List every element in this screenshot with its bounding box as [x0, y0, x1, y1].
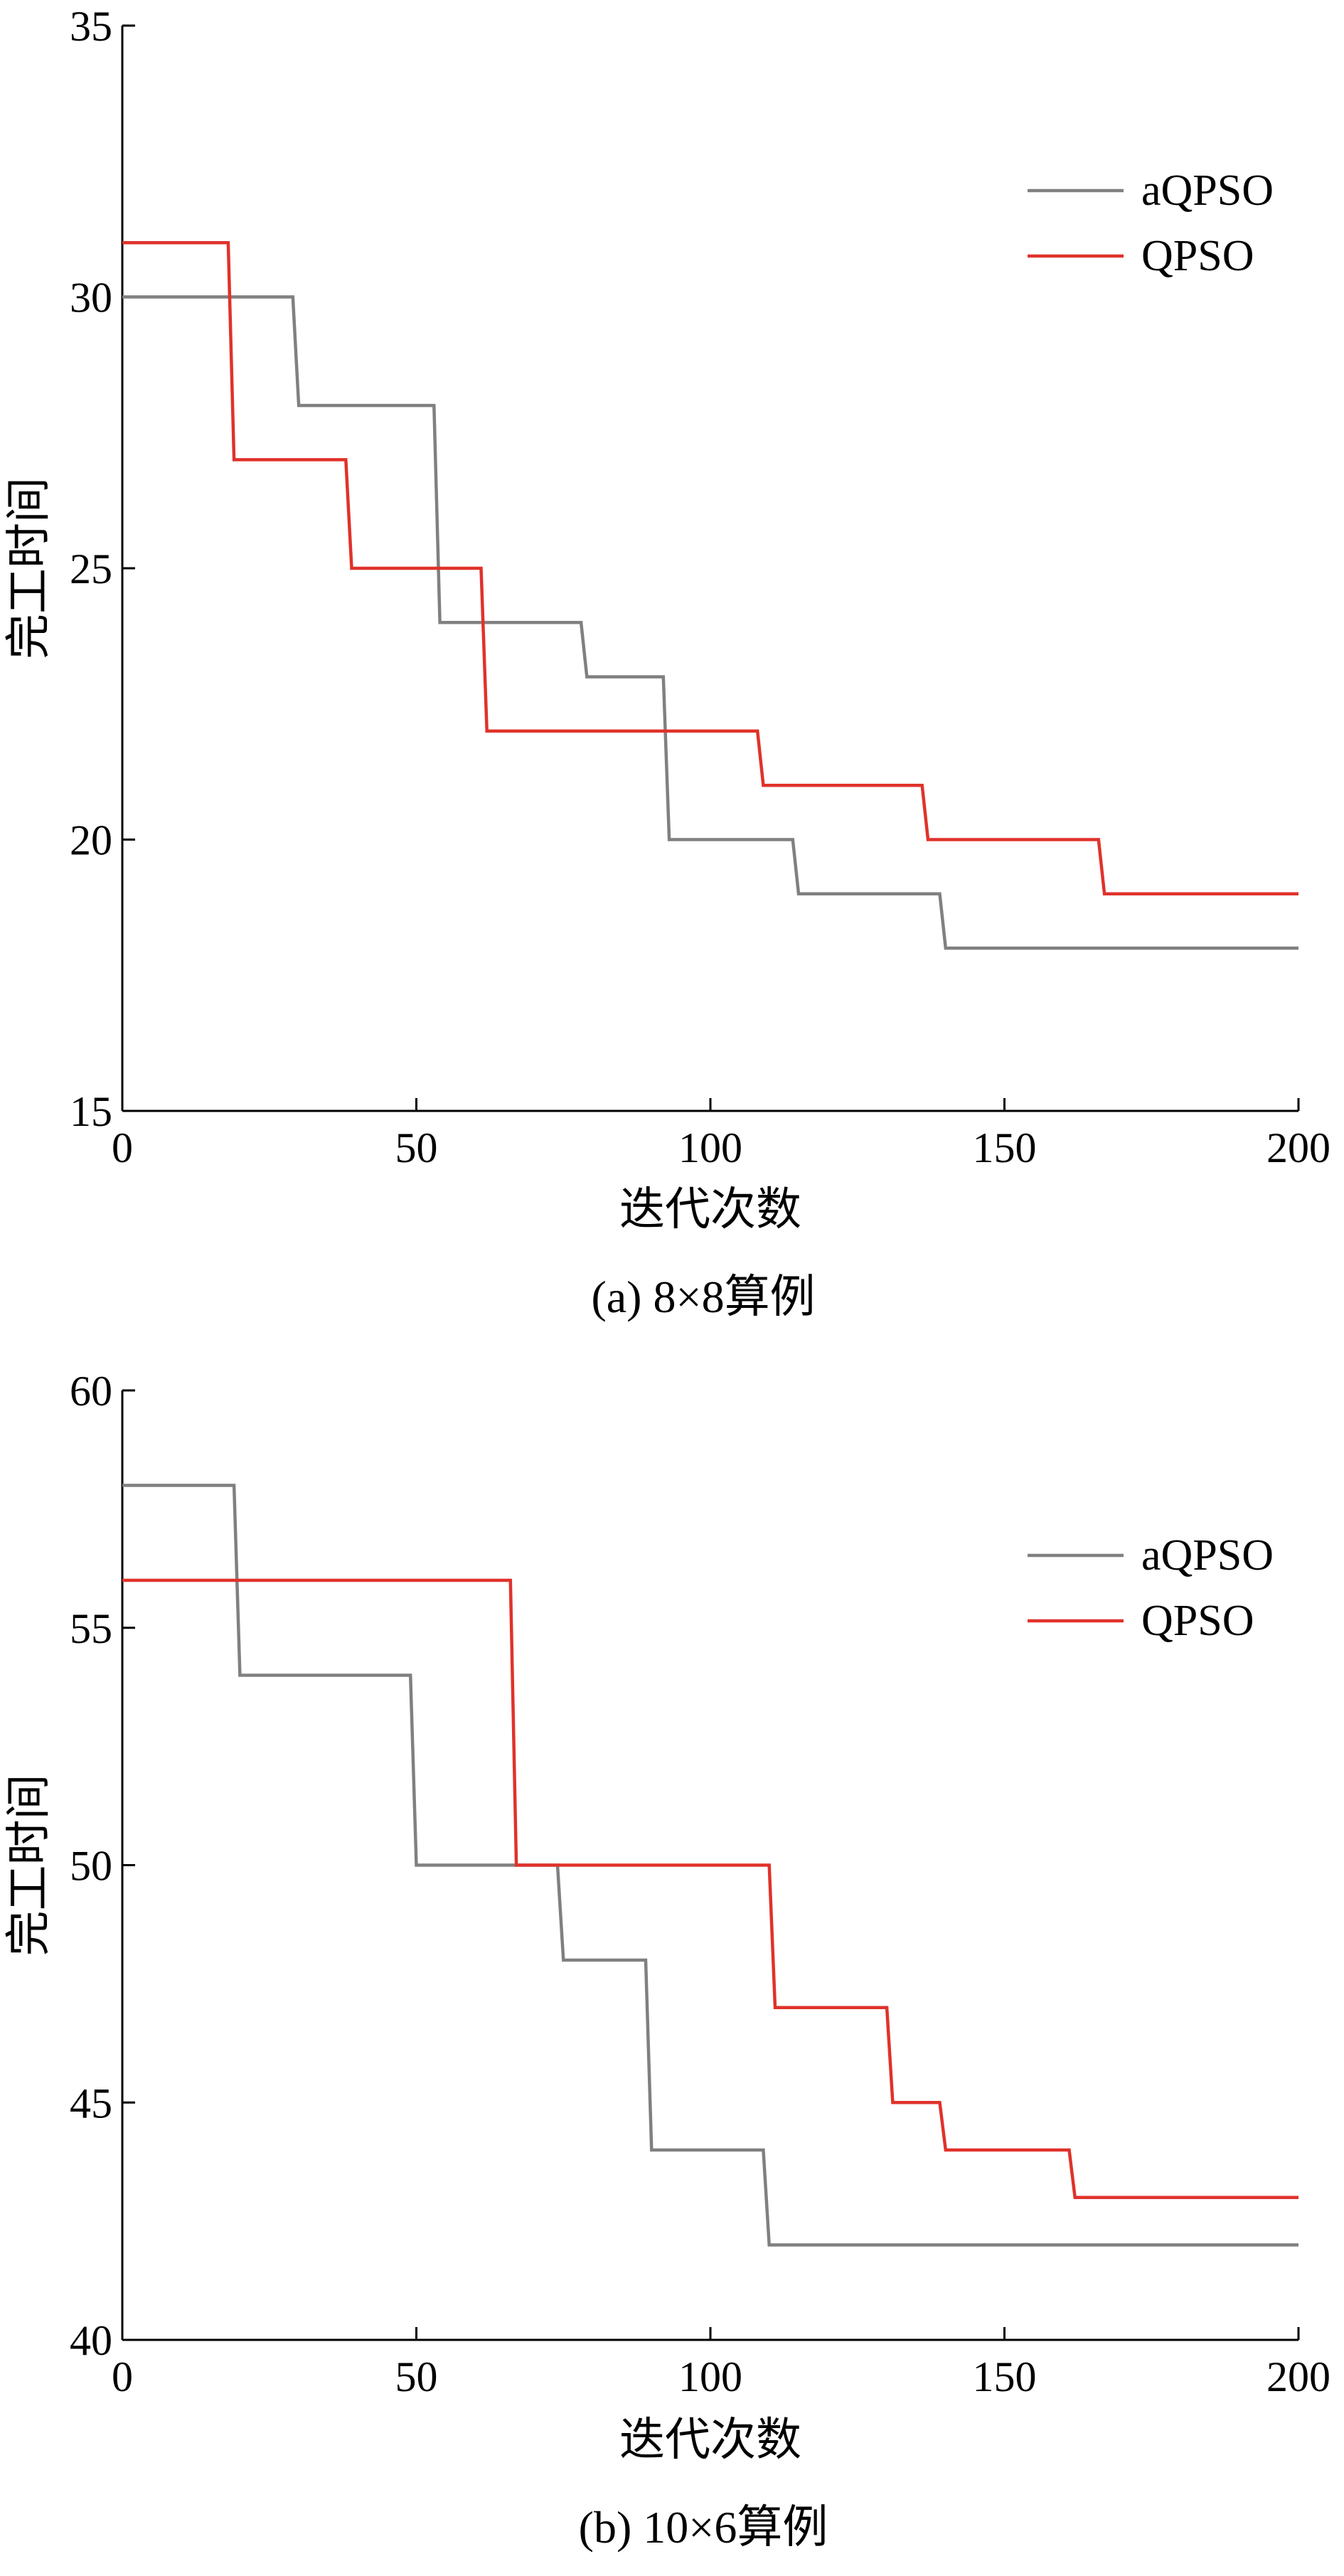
x-axis-label: 迭代次数 [619, 1184, 801, 1235]
y-tick-label: 55 [70, 1605, 112, 1652]
y-tick-label: 40 [70, 2317, 112, 2364]
y-tick-label: 60 [70, 1368, 112, 1415]
y-tick-label: 50 [70, 1843, 112, 1890]
y-tick-label: 25 [70, 545, 112, 592]
panel-caption: (a) 8×8算例 [591, 1272, 815, 1322]
x-tick-label: 0 [112, 1124, 133, 1171]
x-tick-label: 150 [973, 2353, 1037, 2400]
panel-caption: (b) 10×6算例 [579, 2502, 828, 2553]
x-tick-label: 200 [1266, 2353, 1330, 2400]
chart-panel-a: 0 50 100 150 200 15 20 25 30 35 迭代次数 完工时间 (a) 8×8算例 a… [4, 3, 1330, 1322]
y-tick-label: 20 [70, 817, 112, 864]
x-tick-label: 200 [1266, 1124, 1330, 1171]
legend-label-aqpso: aQPSO [1141, 1531, 1274, 1580]
x-tick-label: 50 [395, 1124, 438, 1171]
x-axis-label: 迭代次数 [619, 2415, 801, 2465]
series-line-aqpso [122, 295, 1298, 950]
series-line-qpso [122, 1578, 1298, 2200]
series-line-aqpso [122, 1484, 1298, 2247]
legend-label-aqpso: aQPSO [1141, 166, 1274, 215]
y-axis-label: 完工时间 [4, 477, 54, 659]
x-tick-label: 100 [678, 1124, 742, 1171]
y-tick-label: 45 [70, 2080, 112, 2127]
y-tick-label: 15 [70, 1088, 112, 1135]
series-line-qpso [122, 240, 1298, 896]
x-tick-label: 50 [395, 2353, 438, 2400]
x-tick-label: 0 [112, 2353, 133, 2400]
y-tick-label: 35 [70, 3, 112, 50]
chart-panel-b: 0 50 100 150 200 40 45 50 55 60 迭代次数 完工时间 (b) 10×6算例… [4, 1368, 1330, 2553]
legend-label-qpso: QPSO [1141, 232, 1254, 280]
y-tick-label: 30 [70, 275, 112, 321]
legend-label-qpso: QPSO [1141, 1597, 1254, 1645]
x-tick-label: 150 [973, 1124, 1037, 1171]
x-tick-label: 100 [678, 2353, 742, 2400]
y-axis-label: 完工时间 [4, 1774, 54, 1957]
